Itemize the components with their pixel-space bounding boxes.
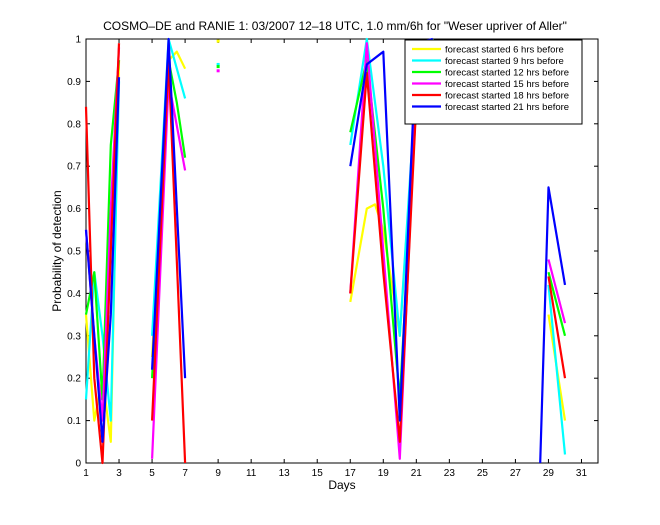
legend-entry: forecast started 12 hrs before bbox=[445, 68, 569, 79]
series-point bbox=[216, 69, 220, 73]
y-tick-label: 0.4 bbox=[67, 289, 81, 300]
series-line bbox=[539, 186, 567, 464]
y-tick-label: 0.3 bbox=[67, 331, 81, 342]
y-tick-label: 0 bbox=[75, 459, 81, 470]
legend-entry: forecast started 6 hrs before bbox=[445, 45, 564, 56]
series-line bbox=[547, 271, 567, 337]
y-tick-label: 0.9 bbox=[67, 77, 81, 88]
legend-entry: forecast started 9 hrs before bbox=[445, 56, 564, 67]
x-tick-label: 7 bbox=[182, 468, 188, 479]
y-tick-label: 0.8 bbox=[67, 119, 81, 130]
x-axis: 1 3 5 7 9 11 13 15 17 19 21 23 25 27 29 31 bbox=[83, 39, 587, 479]
series-point bbox=[216, 65, 220, 69]
y-axis-label: Probability of detection bbox=[50, 190, 64, 311]
x-tick-label: 5 bbox=[149, 468, 155, 479]
legend-entry: forecast started 15 hrs before bbox=[445, 79, 569, 90]
x-tick-label: 3 bbox=[116, 468, 122, 479]
legend-entry: forecast started 18 hrs before bbox=[445, 91, 569, 102]
x-tick-label: 23 bbox=[444, 468, 456, 479]
y-tick-label: 0.6 bbox=[67, 204, 81, 215]
x-tick-label: 19 bbox=[378, 468, 390, 479]
series-line bbox=[151, 37, 187, 379]
y-axis: 0 0.1 0.2 0.3 0.4 0.5 0.6 0.7 0.8 0.9 1 bbox=[67, 35, 598, 470]
x-tick-label: 17 bbox=[345, 468, 357, 479]
chart-title: COSMO–DE and RANIE 1: 03/2007 12–18 UTC,… bbox=[103, 19, 567, 33]
y-tick-label: 0.1 bbox=[67, 416, 81, 427]
series-point bbox=[216, 39, 220, 43]
series-line bbox=[547, 276, 567, 379]
y-tick-label: 0.5 bbox=[67, 247, 81, 258]
y-tick-label: 1 bbox=[75, 35, 81, 46]
x-tick-label: 21 bbox=[411, 468, 423, 479]
y-tick-label: 0.7 bbox=[67, 162, 81, 173]
x-tick-label: 25 bbox=[477, 468, 489, 479]
x-tick-label: 9 bbox=[215, 468, 221, 479]
x-tick-label: 15 bbox=[312, 468, 324, 479]
legend-entry: forecast started 21 hrs before bbox=[445, 102, 569, 113]
x-axis-label: Days bbox=[328, 478, 355, 492]
x-tick-label: 29 bbox=[543, 468, 555, 479]
series-point bbox=[216, 62, 220, 66]
x-tick-label: 1 bbox=[83, 468, 89, 479]
x-tick-label: 31 bbox=[576, 468, 588, 479]
x-tick-label: 13 bbox=[279, 468, 291, 479]
series-line bbox=[547, 284, 567, 455]
series-line bbox=[547, 259, 567, 324]
y-tick-label: 0.2 bbox=[67, 374, 81, 385]
legend-box bbox=[404, 39, 583, 125]
series-line bbox=[84, 77, 121, 443]
x-tick-label: 27 bbox=[510, 468, 522, 479]
x-tick-label: 11 bbox=[246, 468, 257, 479]
